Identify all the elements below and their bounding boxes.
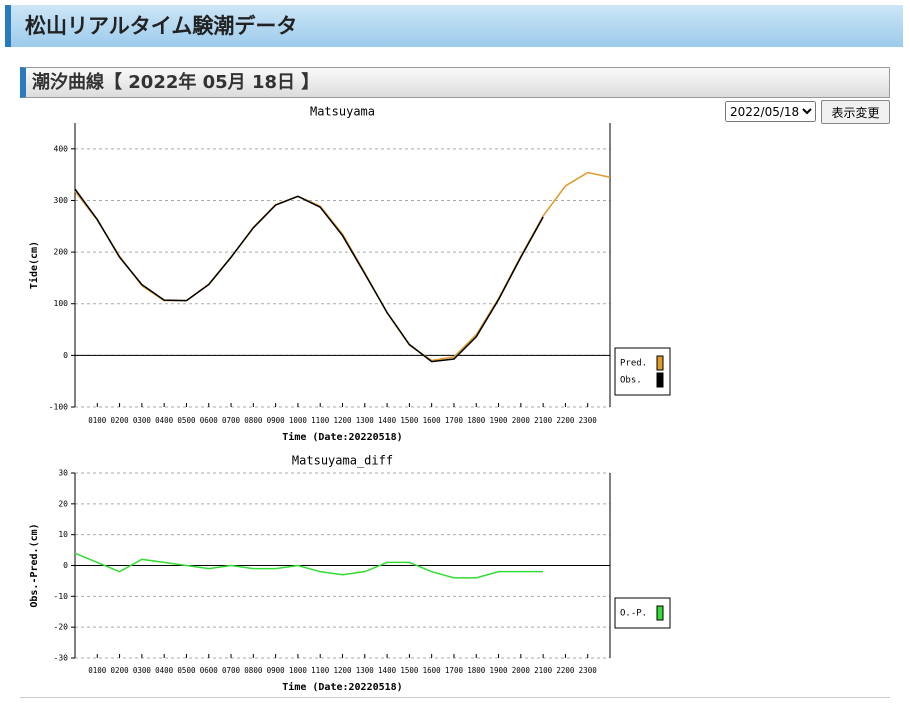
- x-tick-label: 1200: [333, 416, 352, 425]
- divider: [20, 697, 890, 698]
- x-tick-label: 2000: [512, 666, 531, 675]
- x-tick-label: 1400: [378, 416, 397, 425]
- x-tick-label: 1400: [378, 666, 397, 675]
- page-header: 松山リアルタイム験潮データ: [5, 5, 903, 47]
- x-tick-label: 0200: [111, 416, 130, 425]
- x-tick-label: 2000: [512, 416, 531, 425]
- y-tick-label: 30: [58, 469, 68, 478]
- x-tick-label: 0900: [267, 416, 286, 425]
- x-tick-label: 0100: [88, 666, 107, 675]
- legend-swatch: [656, 605, 664, 621]
- show-button[interactable]: 表示変更: [821, 100, 890, 124]
- x-tick-label: 0500: [177, 666, 196, 675]
- x-tick-label: 0800: [244, 666, 263, 675]
- x-tick-label: 1100: [311, 666, 330, 675]
- y-tick-label: 20: [58, 499, 68, 508]
- y-tick-label: 0: [63, 351, 68, 360]
- x-tick-label: 1100: [311, 416, 330, 425]
- x-tick-label: 2300: [579, 666, 598, 675]
- x-tick-label: 0600: [200, 416, 219, 425]
- y-tick-label: -20: [54, 623, 69, 632]
- chart-title: Matsuyama: [310, 105, 375, 119]
- x-tick-label: 0300: [133, 666, 152, 675]
- y-tick-label: 300: [54, 196, 69, 205]
- x-tick-label: 1600: [423, 416, 442, 425]
- x-tick-label: 0900: [267, 666, 286, 675]
- x-tick-label: 1500: [400, 416, 419, 425]
- x-tick-label: 0200: [111, 666, 130, 675]
- x-tick-label: 0800: [244, 416, 263, 425]
- x-tick-label: 1800: [467, 416, 486, 425]
- x-tick-label: 1900: [490, 416, 509, 425]
- y-tick-label: 100: [54, 299, 69, 308]
- x-tick-label: 1600: [423, 666, 442, 675]
- date-select[interactable]: 2022/05/18: [725, 101, 816, 122]
- x-tick-label: 0700: [222, 416, 241, 425]
- x-tick-label: 2100: [534, 416, 553, 425]
- y-tick-label: -30: [54, 654, 69, 663]
- x-tick-label: 1000: [289, 416, 308, 425]
- x-tick-label: 1700: [445, 666, 464, 675]
- x-tick-label: 2200: [556, 416, 575, 425]
- legend-swatch: [656, 372, 664, 388]
- x-tick-label: 1800: [467, 666, 486, 675]
- x-tick-label: 0700: [222, 666, 241, 675]
- legend-label: Pred.: [620, 359, 647, 369]
- chart-title: Matsuyama_diff: [292, 454, 393, 468]
- legend-swatch: [656, 355, 664, 371]
- x-tick-label: 1700: [445, 416, 464, 425]
- y-tick-label: 400: [54, 144, 69, 153]
- section-header: 潮汐曲線【 2022年 05月 18日 】: [20, 67, 890, 98]
- x-tick-label: 0100: [88, 416, 107, 425]
- x-tick-label: 0600: [200, 666, 219, 675]
- y-tick-label: -10: [54, 592, 69, 601]
- x-axis-label: Time (Date:20220518): [282, 681, 402, 693]
- x-tick-label: 0500: [177, 416, 196, 425]
- y-tick-label: 200: [54, 248, 69, 257]
- x-tick-label: 0400: [155, 416, 174, 425]
- y-tick-label: -100: [49, 403, 68, 412]
- legend-label: O.-P.: [620, 609, 647, 619]
- x-tick-label: 1200: [333, 666, 352, 675]
- x-tick-label: 0400: [155, 666, 174, 675]
- x-tick-label: 1500: [400, 666, 419, 675]
- x-tick-label: 1300: [356, 416, 375, 425]
- legend-box: [614, 347, 671, 396]
- x-tick-label: 2100: [534, 666, 553, 675]
- y-tick-label: 10: [58, 530, 68, 539]
- x-tick-label: 1300: [356, 666, 375, 675]
- x-tick-label: 1900: [490, 666, 509, 675]
- series-line: [74, 552, 544, 579]
- legend-label: Obs.: [620, 376, 642, 386]
- x-tick-label: 0300: [133, 416, 152, 425]
- y-axis-label: Tide(cm): [28, 241, 40, 289]
- x-tick-label: 1000: [289, 666, 308, 675]
- x-axis-label: Time (Date:20220518): [282, 431, 402, 443]
- series-line: [74, 188, 544, 363]
- x-tick-label: 2300: [579, 416, 598, 425]
- x-tick-label: 2200: [556, 666, 575, 675]
- y-axis-label: Obs.-Pred.(cm): [29, 523, 40, 607]
- y-tick-label: 0: [63, 561, 68, 570]
